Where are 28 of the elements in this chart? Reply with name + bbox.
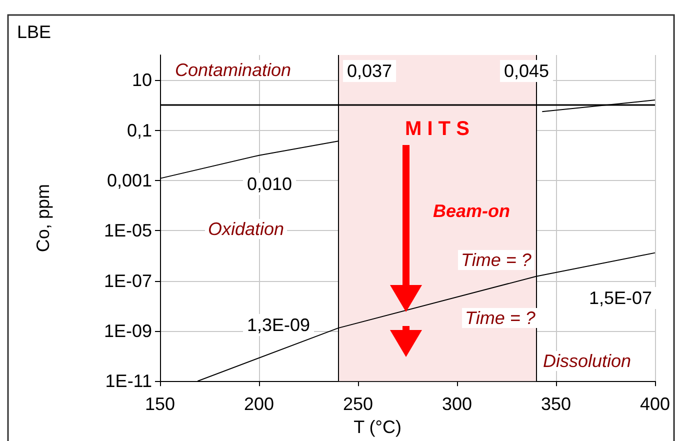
annotation: Beam-on: [433, 201, 510, 221]
x-tick-label: 300: [442, 394, 472, 414]
annotation: 1,3E-09: [247, 315, 310, 335]
y-tick-label: 0,001: [106, 170, 152, 190]
annotation: Dissolution: [543, 351, 632, 371]
annotation: 1,5E-07: [589, 288, 652, 308]
x-tick-label: 150: [144, 394, 176, 414]
annotation: Oxidation: [208, 219, 284, 239]
annotation: 0,037: [347, 61, 392, 81]
chart-title: LBE: [17, 22, 52, 42]
y-tick-label: 1E-05: [104, 220, 152, 241]
x-tick-label: 250: [342, 394, 374, 414]
y-tick-label: 1E-07: [104, 270, 152, 291]
y-axis-title: Co, ppm: [33, 184, 53, 252]
x-tick-label: 400: [640, 394, 670, 414]
y-tick-label: 1E-09: [104, 320, 152, 341]
y-tick-label: 0,1: [126, 120, 152, 140]
x-tick-label: 200: [244, 394, 274, 414]
x-axis-title: T (°C): [354, 417, 402, 437]
y-tick-label: 10: [132, 70, 152, 90]
annotation: 0,045: [504, 61, 550, 81]
x-tick-label: 350: [540, 394, 572, 414]
annotation: 0,010: [247, 174, 292, 194]
annotation: Time = ?: [461, 250, 532, 270]
annotation: Contamination: [175, 60, 292, 80]
band-label: M I T S: [404, 118, 470, 140]
y-tick-label: 1E-11: [105, 371, 152, 392]
annotation: Time = ?: [465, 308, 536, 328]
